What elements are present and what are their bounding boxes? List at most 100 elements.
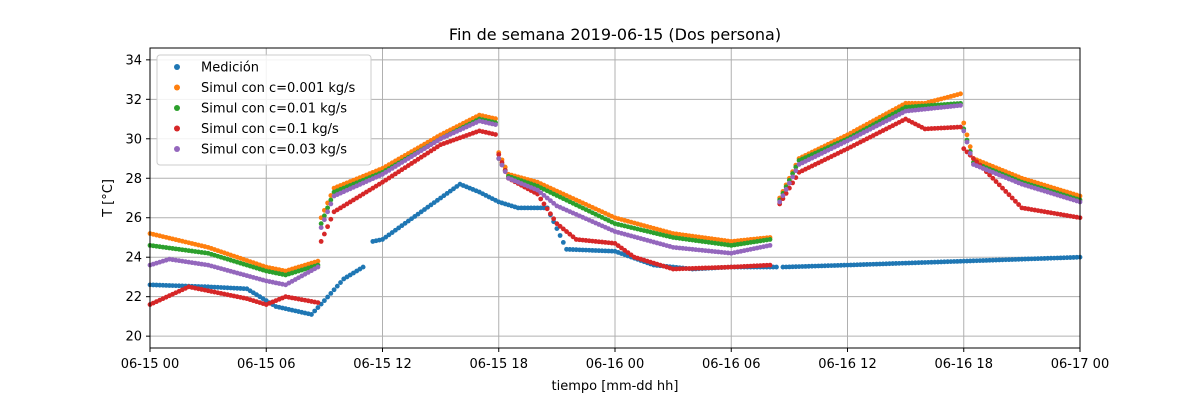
data-point bbox=[328, 197, 334, 203]
data-point bbox=[318, 239, 324, 244]
legend-label-4: Simul con c=0.1 kg/s bbox=[201, 122, 339, 137]
legend-label-1: Medición bbox=[201, 61, 259, 76]
data-point bbox=[1000, 185, 1005, 191]
data-point bbox=[961, 128, 967, 134]
data-point bbox=[493, 132, 498, 137]
data-point bbox=[567, 231, 573, 237]
data-point bbox=[560, 240, 566, 245]
data-point bbox=[964, 139, 970, 145]
data-point bbox=[786, 180, 792, 186]
data-point bbox=[334, 283, 340, 289]
y-axis-label: T [°C] bbox=[101, 179, 116, 218]
y-tick-label: 26 bbox=[125, 211, 142, 226]
x-tick-label: 06-16 12 bbox=[818, 357, 876, 372]
data-point bbox=[493, 122, 498, 128]
data-point bbox=[974, 159, 980, 165]
chart-title: Fin de semana 2019-06-15 (Dos persona) bbox=[449, 25, 781, 44]
data-point bbox=[958, 124, 963, 130]
data-point bbox=[360, 264, 366, 270]
data-point bbox=[564, 229, 569, 234]
data-point bbox=[793, 164, 799, 170]
data-point bbox=[328, 290, 334, 296]
data-point bbox=[318, 225, 324, 231]
y-axis: 20 22 24 26 28 30 32 34 bbox=[125, 53, 150, 345]
data-point bbox=[328, 201, 334, 207]
data-point bbox=[321, 213, 327, 219]
data-point bbox=[493, 116, 498, 122]
data-point bbox=[793, 168, 799, 174]
data-point bbox=[554, 221, 560, 227]
legend-marker-3 bbox=[174, 105, 180, 111]
data-point bbox=[315, 258, 321, 264]
x-axis-label: tiempo [mm-dd hh] bbox=[552, 379, 679, 394]
data-point bbox=[964, 132, 970, 138]
x-tick-label: 06-17 00 bbox=[1051, 357, 1109, 372]
data-point bbox=[971, 156, 976, 161]
data-point bbox=[767, 237, 773, 242]
data-point bbox=[987, 172, 992, 178]
data-point bbox=[538, 196, 544, 202]
data-point bbox=[548, 198, 553, 204]
y-tick-label: 30 bbox=[125, 132, 142, 147]
series-4-points bbox=[147, 116, 1083, 307]
data-point bbox=[496, 156, 502, 161]
y-tick-label: 22 bbox=[125, 290, 142, 305]
plot-points bbox=[147, 91, 1083, 317]
data-point bbox=[548, 211, 553, 217]
x-tick-label: 06-15 00 bbox=[121, 357, 179, 372]
data-point bbox=[502, 169, 508, 175]
data-point bbox=[309, 312, 314, 317]
data-point bbox=[967, 150, 973, 156]
x-tick-label: 06-15 12 bbox=[353, 357, 411, 372]
data-point bbox=[538, 190, 544, 196]
series-1-points bbox=[147, 181, 1083, 317]
x-tick-label: 06-16 00 bbox=[586, 357, 644, 372]
data-point bbox=[338, 280, 343, 285]
x-tick-label: 06-15 06 bbox=[237, 357, 295, 372]
x-tick-label: 06-16 18 bbox=[935, 357, 993, 372]
data-point bbox=[551, 216, 557, 222]
data-point bbox=[321, 217, 327, 223]
data-point bbox=[958, 91, 963, 97]
data-point bbox=[325, 209, 330, 215]
y-tick-label: 28 bbox=[125, 172, 142, 187]
data-point bbox=[321, 298, 327, 304]
data-point bbox=[315, 305, 321, 310]
legend-marker-4 bbox=[174, 125, 180, 132]
data-point bbox=[961, 120, 967, 126]
data-point bbox=[774, 264, 779, 270]
data-point bbox=[1013, 198, 1018, 204]
data-point bbox=[570, 234, 576, 240]
legend-label-5: Simul con c=0.03 kg/s bbox=[201, 143, 347, 158]
data-point bbox=[1003, 189, 1009, 194]
data-point bbox=[767, 242, 773, 248]
data-point bbox=[321, 231, 327, 237]
x-tick-label: 06-16 06 bbox=[702, 357, 760, 372]
data-point bbox=[315, 264, 321, 270]
data-point bbox=[544, 206, 550, 212]
legend-box bbox=[156, 54, 372, 166]
data-point bbox=[544, 195, 550, 201]
data-point bbox=[325, 224, 330, 230]
data-point bbox=[557, 223, 563, 229]
data-point bbox=[958, 103, 963, 108]
legend-marker-2 bbox=[174, 84, 180, 91]
x-axis: 06-15 00 06-15 06 06-15 12 06-15 18 06-16 00… bbox=[121, 348, 1109, 372]
series-2-points bbox=[147, 91, 1083, 274]
data-point bbox=[499, 162, 505, 168]
data-point bbox=[557, 233, 563, 238]
data-point bbox=[560, 226, 566, 232]
legend-marker-5 bbox=[174, 146, 180, 152]
data-point bbox=[993, 179, 999, 184]
data-point bbox=[541, 192, 547, 198]
data-point bbox=[1009, 195, 1015, 201]
data-point bbox=[790, 174, 795, 180]
y-tick-label: 20 bbox=[125, 330, 142, 345]
data-point bbox=[967, 144, 973, 150]
data-point bbox=[780, 193, 786, 199]
data-point bbox=[777, 199, 783, 205]
data-point bbox=[315, 300, 321, 306]
data-point bbox=[331, 287, 337, 293]
data-point bbox=[1006, 192, 1012, 198]
